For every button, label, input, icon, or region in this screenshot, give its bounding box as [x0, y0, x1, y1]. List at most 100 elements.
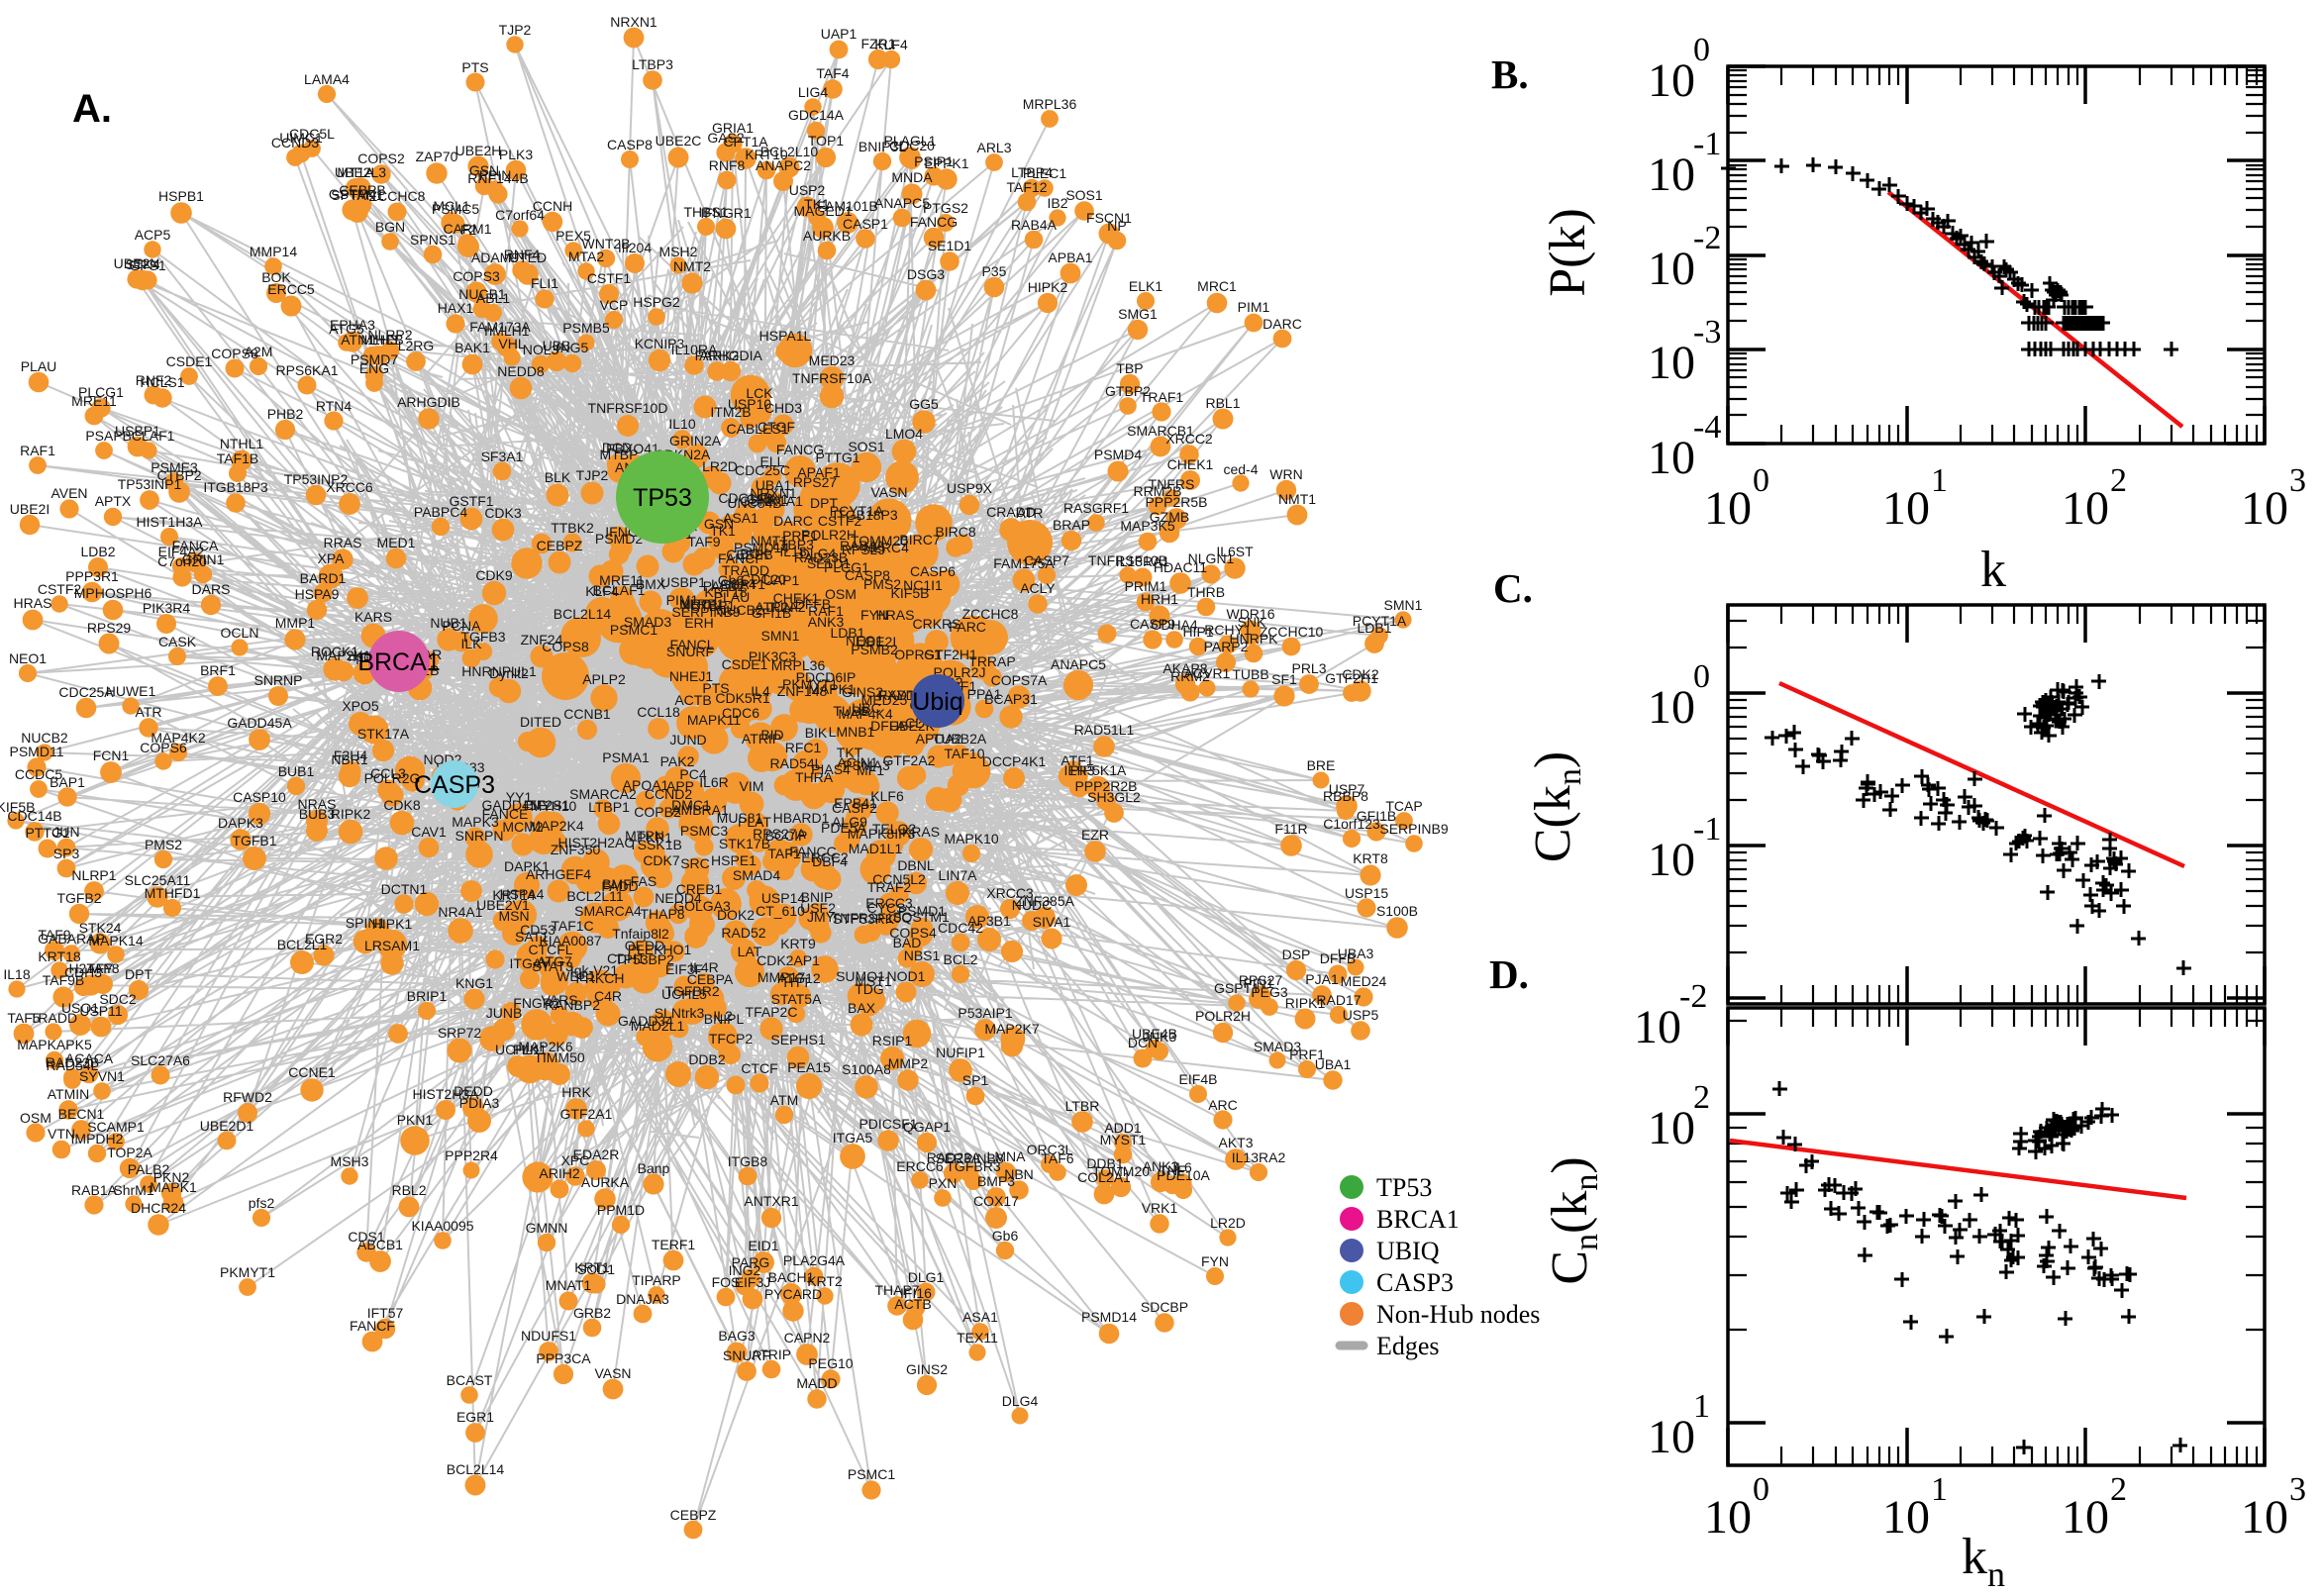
- svg-text:NBR1: NBR1: [331, 751, 368, 767]
- svg-text:CSTF2: CSTF2: [818, 513, 862, 529]
- svg-text:MF1: MF1: [857, 762, 884, 778]
- svg-text:SCAMP1: SCAMP1: [87, 1119, 145, 1135]
- svg-text:TRAF1: TRAF1: [1140, 389, 1184, 405]
- svg-text:KRT10: KRT10: [745, 147, 788, 162]
- svg-text:LAMA4: LAMA4: [711, 576, 757, 592]
- svg-text:UTED: UTED: [509, 249, 547, 265]
- svg-text:HCLS1: HCLS1: [140, 374, 184, 390]
- svg-text:PC4: PC4: [679, 766, 706, 782]
- svg-text:RPS6KA1: RPS6KA1: [275, 362, 338, 378]
- svg-text:USBP1: USBP1: [660, 574, 706, 590]
- svg-text:LR2D: LR2D: [702, 458, 738, 474]
- svg-text:MAPK1: MAPK1: [808, 681, 856, 697]
- svg-text:NTHL1: NTHL1: [220, 436, 264, 451]
- svg-text:RAF1: RAF1: [808, 603, 844, 619]
- svg-text:FANCF: FANCF: [350, 1318, 395, 1334]
- svg-text:COPS7A: COPS7A: [991, 672, 1048, 688]
- svg-text:ANAPC5: ANAPC5: [1051, 656, 1106, 672]
- svg-text:RAD23B: RAD23B: [794, 549, 848, 565]
- svg-text:DARC: DARC: [1262, 316, 1302, 332]
- svg-text:RASGRF1: RASGRF1: [1063, 500, 1129, 516]
- svg-text:MRPL36: MRPL36: [1023, 96, 1077, 112]
- svg-text:CDC6: CDC6: [722, 705, 759, 721]
- svg-text:TRRAP: TRRAP: [968, 653, 1015, 669]
- svg-text:HIST2H2AC: HIST2H2AC: [557, 835, 634, 850]
- svg-text:NDUFS1: NDUFS1: [521, 1328, 576, 1344]
- svg-text:CYCS: CYCS: [867, 900, 906, 916]
- svg-text:B.: B.: [1491, 51, 1529, 97]
- svg-text:10: 10: [1704, 1491, 1752, 1544]
- svg-text:PLEKHO1: PLEKHO1: [628, 942, 692, 957]
- svg-text:FANCF: FANCF: [718, 550, 763, 566]
- svg-text:MST1: MST1: [855, 973, 892, 989]
- svg-text:UIMC1: UIMC1: [279, 130, 323, 146]
- svg-text:FCN1: FCN1: [93, 748, 130, 763]
- svg-text:VASN: VASN: [594, 1365, 631, 1381]
- svg-text:DDB1: DDB1: [1086, 1155, 1124, 1171]
- svg-text:CEBPZ: CEBPZ: [670, 1507, 717, 1523]
- svg-text:AURKA: AURKA: [581, 1174, 630, 1190]
- svg-text:PSMA3: PSMA3: [843, 757, 890, 773]
- svg-text:VTN: VTN: [48, 1126, 75, 1142]
- svg-text:JNK3: JNK3: [1143, 1029, 1176, 1045]
- svg-text:UBIQ: UBIQ: [1376, 1237, 1440, 1265]
- svg-text:TDG: TDG: [855, 981, 884, 997]
- svg-text:SPTAN1: SPTAN1: [331, 187, 384, 203]
- svg-text:CDHA4: CDHA4: [1151, 617, 1198, 633]
- svg-text:JUND: JUND: [669, 732, 706, 748]
- svg-text:MAP2K4: MAP2K4: [529, 818, 583, 834]
- svg-text:ATR: ATR: [1017, 505, 1044, 521]
- svg-text:PSIP1: PSIP1: [914, 153, 954, 169]
- svg-text:CDH1: CDH1: [607, 950, 645, 966]
- svg-text:GMNN: GMNN: [526, 1220, 568, 1236]
- svg-text:CRADD: CRADD: [986, 504, 1036, 520]
- svg-text:ERCC2: ERCC2: [801, 849, 849, 865]
- svg-text:C7orf20: C7orf20: [157, 553, 207, 569]
- svg-text:TUBB: TUBB: [833, 703, 869, 719]
- svg-text:RPS29: RPS29: [842, 542, 886, 557]
- svg-text:TNFRSF10B: TNFRSF10B: [1088, 552, 1167, 568]
- svg-text:UBE2I: UBE2I: [857, 634, 896, 649]
- svg-text:RRAS: RRAS: [324, 535, 362, 550]
- svg-text:RBL1: RBL1: [1205, 395, 1240, 411]
- svg-text:SRP72: SRP72: [438, 1025, 482, 1041]
- svg-text:NUDC: NUDC: [1012, 897, 1052, 913]
- svg-text:MAPK10: MAPK10: [944, 831, 998, 847]
- svg-text:PSAP: PSAP: [85, 428, 122, 444]
- svg-text:SNK: SNK: [1238, 614, 1266, 630]
- svg-text:KCNIP3: KCNIP3: [635, 336, 685, 351]
- svg-text:10: 10: [1648, 149, 1695, 201]
- svg-text:FBXO41: FBXO41: [606, 441, 659, 456]
- svg-text:MYST1: MYST1: [1100, 1132, 1147, 1147]
- svg-text:BARD1: BARD1: [300, 570, 347, 586]
- svg-text:MAGED1: MAGED1: [793, 203, 852, 219]
- svg-text:ACLY: ACLY: [1020, 580, 1056, 596]
- svg-text:RAD54L: RAD54L: [47, 1057, 99, 1073]
- svg-text:A2M: A2M: [245, 344, 273, 359]
- svg-text:LIG4: LIG4: [798, 84, 829, 100]
- svg-text:CDC25A: CDC25A: [58, 684, 114, 700]
- svg-text:POLR2G: POLR2G: [364, 770, 421, 786]
- svg-text:PLAU: PLAU: [21, 358, 57, 374]
- svg-text:BCLAF1: BCLAF1: [123, 428, 175, 444]
- svg-text:GPS1: GPS1: [129, 257, 166, 273]
- svg-text:CARM1: CARM1: [443, 221, 491, 237]
- svg-text:MMP2: MMP2: [888, 1055, 929, 1071]
- svg-text:10: 10: [2062, 1491, 2109, 1544]
- svg-text:10: 10: [1648, 432, 1695, 484]
- svg-text:MAD2L1: MAD2L1: [631, 1018, 685, 1034]
- svg-text:UBA3: UBA3: [1338, 946, 1374, 961]
- svg-text:PSMD4: PSMD4: [1094, 447, 1142, 462]
- svg-text:LTBP3: LTBP3: [632, 56, 673, 72]
- svg-text:CTCFL: CTCFL: [528, 942, 572, 957]
- svg-text:LAMA4: LAMA4: [304, 71, 350, 87]
- svg-text:SMARCB1: SMARCB1: [1127, 423, 1194, 439]
- svg-text:CSNK1A1: CSNK1A1: [740, 493, 803, 509]
- svg-text:APLP2: APLP2: [582, 671, 626, 687]
- svg-text:CDK9: CDK9: [475, 567, 513, 583]
- svg-text:IL10: IL10: [668, 416, 695, 432]
- svg-text:0: 0: [1753, 1471, 1769, 1508]
- svg-text:MRC1: MRC1: [679, 596, 719, 612]
- svg-text:CASK: CASK: [158, 634, 197, 649]
- svg-text:DARS: DARS: [192, 581, 231, 597]
